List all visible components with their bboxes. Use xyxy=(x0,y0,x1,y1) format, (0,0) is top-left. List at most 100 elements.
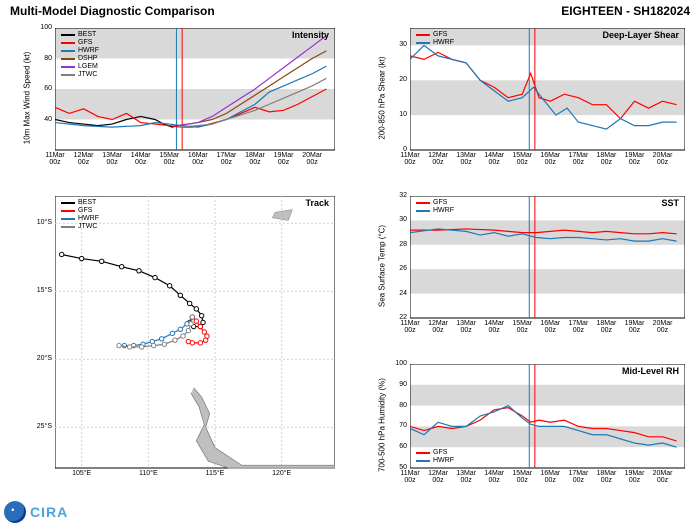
noaa-logo-icon xyxy=(4,501,26,523)
panel-title: Track xyxy=(305,198,329,208)
panel-title: Intensity xyxy=(292,30,329,40)
ytick: 80 xyxy=(35,55,52,62)
legend-swatch xyxy=(61,74,75,76)
ytick: 60 xyxy=(35,85,52,92)
ylabel: 10m Max Wind Speed (kt) xyxy=(23,52,32,144)
xtick: 16Mar 00z xyxy=(536,470,564,484)
xtick: 12Mar 00z xyxy=(424,320,452,334)
ytick: 80 xyxy=(390,402,407,409)
legend-swatch xyxy=(61,218,75,220)
ytick: 15°S xyxy=(29,287,52,294)
xtick: 11Mar 00z xyxy=(396,320,424,334)
main-title: Multi-Model Diagnostic Comparison xyxy=(10,4,215,18)
xtick: 120°E xyxy=(268,470,296,477)
ytick: 100 xyxy=(390,360,407,367)
xtick: 110°E xyxy=(134,470,162,477)
legend-item: DSHP xyxy=(61,55,99,63)
ytick: 30 xyxy=(390,216,407,223)
xtick: 16Mar 00z xyxy=(536,320,564,334)
legend-label: HWRF xyxy=(78,47,99,55)
rh-panel: 506070809010011Mar 00z12Mar 00z13Mar 00z… xyxy=(410,364,685,486)
legend-label: HWRF xyxy=(433,207,454,215)
ytick: 24 xyxy=(390,290,407,297)
xtick: 13Mar 00z xyxy=(452,152,480,166)
legend-item: JTWC xyxy=(61,71,99,79)
legend-label: GFS xyxy=(78,39,92,47)
xtick: 11Mar 00z xyxy=(396,470,424,484)
legend-item: BEST xyxy=(61,199,99,207)
xtick: 16Mar 00z xyxy=(536,152,564,166)
legend-label: GFS xyxy=(433,199,447,207)
xtick: 17Mar 00z xyxy=(212,152,240,166)
intensity-panel: 40608010011Mar 00z12Mar 00z13Mar 00z14Ma… xyxy=(55,28,335,168)
ylabel: Sea Surface Temp (°C) xyxy=(378,225,387,307)
xtick: 20Mar 00z xyxy=(649,320,677,334)
legend: BESTGFSHWRFDSHPLGEMJTWC xyxy=(61,31,99,79)
legend-label: GFS xyxy=(433,31,447,39)
ytick: 30 xyxy=(390,41,407,48)
xtick: 115°E xyxy=(201,470,229,477)
xtick: 19Mar 00z xyxy=(620,152,648,166)
legend-label: HWRF xyxy=(78,215,99,223)
legend-label: HWRF xyxy=(433,39,454,47)
legend-item: LGEM xyxy=(61,63,99,71)
legend-swatch xyxy=(61,50,75,52)
ytick: 20°S xyxy=(29,355,52,362)
ytick: 10°S xyxy=(29,219,52,226)
legend-label: HWRF xyxy=(433,457,454,465)
xtick: 14Mar 00z xyxy=(127,152,155,166)
xtick: 13Mar 00z xyxy=(452,320,480,334)
legend-item: GFS xyxy=(61,39,99,47)
xtick: 14Mar 00z xyxy=(480,152,508,166)
xtick: 12Mar 00z xyxy=(424,470,452,484)
legend-item: GFS xyxy=(416,199,454,207)
xtick: 15Mar 00z xyxy=(508,320,536,334)
xtick: 18Mar 00z xyxy=(241,152,269,166)
panel-title: Deep-Layer Shear xyxy=(602,30,679,40)
legend-label: GFS xyxy=(433,449,447,457)
xtick: 11Mar 00z xyxy=(41,152,69,166)
xtick: 18Mar 00z xyxy=(592,470,620,484)
legend-label: JTWC xyxy=(78,223,97,231)
ytick: 40 xyxy=(35,116,52,123)
ytick: 26 xyxy=(390,265,407,272)
legend-label: GFS xyxy=(78,207,92,215)
sst-panel: 22242628303211Mar 00z12Mar 00z13Mar 00z1… xyxy=(410,196,685,336)
legend: GFSHWRF xyxy=(416,449,454,465)
legend-swatch xyxy=(61,210,75,212)
legend-item: HWRF xyxy=(61,215,99,223)
xtick: 17Mar 00z xyxy=(564,470,592,484)
xtick: 13Mar 00z xyxy=(98,152,126,166)
legend-item: HWRF xyxy=(416,207,454,215)
xtick: 16Mar 00z xyxy=(184,152,212,166)
legend-item: HWRF xyxy=(61,47,99,55)
legend-item: GFS xyxy=(61,207,99,215)
legend-swatch xyxy=(61,66,75,68)
legend-item: BEST xyxy=(61,31,99,39)
xtick: 17Mar 00z xyxy=(564,152,592,166)
legend-swatch xyxy=(61,226,75,228)
xtick: 12Mar 00z xyxy=(70,152,98,166)
xtick: 20Mar 00z xyxy=(298,152,326,166)
panel-title: SST xyxy=(661,198,679,208)
xtick: 18Mar 00z xyxy=(592,320,620,334)
xtick: 11Mar 00z xyxy=(396,152,424,166)
legend-item: GFS xyxy=(416,449,454,457)
legend-label: LGEM xyxy=(78,63,98,71)
xtick: 12Mar 00z xyxy=(424,152,452,166)
legend-swatch xyxy=(416,210,430,212)
legend-swatch xyxy=(416,34,430,36)
storm-title: EIGHTEEN - SH182024 xyxy=(561,4,690,18)
legend-item: JTWC xyxy=(61,223,99,231)
legend-item: GFS xyxy=(416,31,454,39)
cira-logo-text: CIRA xyxy=(30,504,68,520)
logo-block: CIRA xyxy=(4,501,68,523)
legend-swatch xyxy=(416,42,430,44)
legend-swatch xyxy=(416,202,430,204)
ytick: 32 xyxy=(390,192,407,199)
xtick: 19Mar 00z xyxy=(620,320,648,334)
track-panel: 105°E110°E115°E120°E10°S15°S20°S25°STrac… xyxy=(55,196,335,486)
xtick: 18Mar 00z xyxy=(592,152,620,166)
ylabel: 700-500 hPa Humidity (%) xyxy=(378,378,387,472)
legend-label: JTWC xyxy=(78,71,97,79)
